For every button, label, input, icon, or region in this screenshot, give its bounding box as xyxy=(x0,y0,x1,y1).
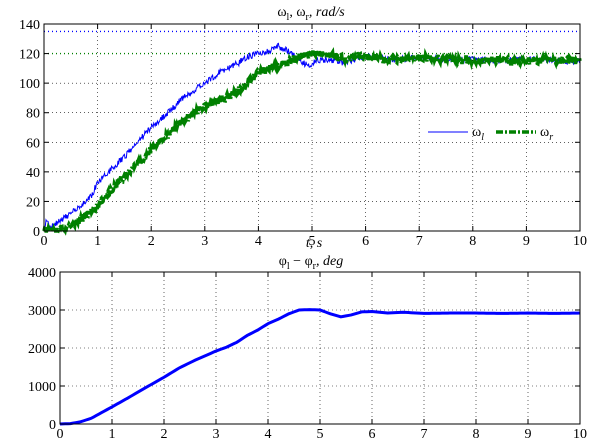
y-tick-label: 4000 xyxy=(28,266,56,281)
series-line xyxy=(43,42,581,231)
x-tick-label: 4 xyxy=(265,427,272,442)
y-tick-label: 100 xyxy=(19,77,40,92)
x-tick-label: 8 xyxy=(469,234,476,249)
series-line xyxy=(42,45,582,236)
y-tick-label: 40 xyxy=(26,166,40,181)
grid xyxy=(59,271,581,425)
x-tick-label: 5 xyxy=(309,234,316,249)
y-tick-label: 0 xyxy=(33,225,40,240)
x-tick-label: 2 xyxy=(161,427,168,442)
y-tick-label: 20 xyxy=(26,195,40,210)
x-tick-label: 7 xyxy=(416,234,423,249)
legend-item: ωl xyxy=(428,125,484,143)
y-tick-label: 120 xyxy=(19,48,40,63)
omega-chart: ωl, ωr, rad/s t, s 0 1 2 3 4 5 6 7 8 9 10020406080… xyxy=(19,5,587,251)
x-tick-label: 0 xyxy=(41,234,48,249)
legend-label: ωr xyxy=(540,125,553,143)
x-tick-label: 3 xyxy=(201,234,208,249)
x-tick-label: 10 xyxy=(573,234,587,249)
x-tick-label: 0 xyxy=(57,427,64,442)
phi-chart: φl − φr, deg 0 1 2 3 4 5 6 7 8 9 10 0 1000 2000 3000 40… xyxy=(28,254,587,442)
legend: ωl ωr xyxy=(428,125,553,143)
x-tick-label: 6 xyxy=(369,427,376,442)
x-tick-label: 7 xyxy=(421,427,428,442)
phi-chart-title: φl − φr, deg xyxy=(279,254,343,272)
y-tick-label: 1000 xyxy=(28,380,56,395)
x-tick-label: 4 xyxy=(255,234,262,249)
legend-label: ωl xyxy=(472,125,484,143)
omega-chart-xlabel: t, s xyxy=(306,236,323,251)
y-tick-label: 0 xyxy=(49,418,56,433)
y-tick-label: 2000 xyxy=(28,342,56,357)
y-tick-label: 80 xyxy=(26,107,40,122)
x-tick-label: 6 xyxy=(362,234,369,249)
x-tick-label: 5 xyxy=(317,427,324,442)
x-tick-label: 10 xyxy=(573,427,587,442)
x-tick-label: 3 xyxy=(213,427,220,442)
x-tick-label: 2 xyxy=(148,234,155,249)
x-tick-label: 9 xyxy=(523,234,530,249)
y-tick-label: 140 xyxy=(19,18,40,33)
y-tick-label: 60 xyxy=(26,136,40,151)
x-tick-label: 9 xyxy=(525,427,532,442)
series-line xyxy=(59,308,581,426)
x-tick-label: 1 xyxy=(94,234,101,249)
x-tick-label: 8 xyxy=(473,427,480,442)
omega-chart-title: ωl, ωr, rad/s xyxy=(277,5,345,23)
x-tick-label: 1 xyxy=(109,427,116,442)
legend-item: ωr xyxy=(496,125,553,143)
y-tick-label: 3000 xyxy=(28,304,56,319)
